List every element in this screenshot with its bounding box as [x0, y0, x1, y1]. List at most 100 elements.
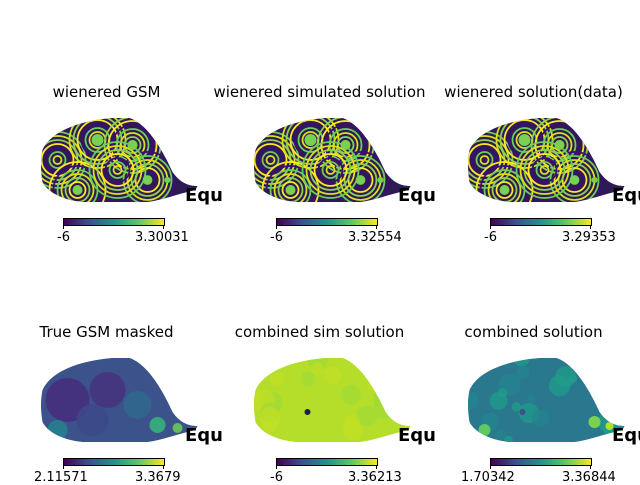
- map-contour: [92, 145, 143, 195]
- colorbar-max-label: 3.36844: [562, 470, 616, 485]
- colorbar-tick: [63, 225, 64, 229]
- map-region: [526, 395, 536, 404]
- map-panel: combined solution Equ 1.70342 3.36844: [427, 0, 640, 485]
- colorbar-min-label: -6: [270, 230, 283, 245]
- map-contour: [320, 120, 371, 170]
- map-region: [595, 366, 618, 389]
- map-contour: [265, 165, 316, 202]
- sky-map: [468, 118, 625, 202]
- map-contour: [475, 151, 494, 169]
- colorbar: [276, 218, 378, 226]
- map-contour: [535, 161, 554, 179]
- map-contour: [52, 155, 63, 165]
- panel-title: combined sim solution: [234, 323, 405, 341]
- map-contour: [495, 181, 514, 199]
- map-contour: [325, 165, 336, 175]
- colorbar-max-label: 3.30031: [135, 230, 189, 245]
- map-contour: [305, 145, 356, 195]
- map-panel: wienered GSM Equ -6 3.30031: [0, 0, 223, 245]
- colorbar: [63, 458, 165, 466]
- colorbar-tick: [163, 225, 164, 229]
- map-contour: [108, 161, 127, 179]
- sky-map: [254, 358, 411, 442]
- map-blob: [591, 177, 598, 183]
- map-contour: [479, 155, 490, 165]
- map-blob: [91, 134, 104, 146]
- map-region: [269, 371, 285, 386]
- map-contour: [257, 147, 284, 173]
- map-contour: [301, 141, 360, 199]
- map-contour: [539, 165, 550, 175]
- map-contour: [545, 151, 604, 202]
- map-contour: [44, 147, 71, 173]
- map-blob: [285, 185, 296, 195]
- map-region: [474, 358, 495, 362]
- map-contour: [265, 155, 276, 165]
- map-region: [588, 416, 601, 428]
- colorbar-max-label: 3.32554: [348, 230, 402, 245]
- sky-map: [254, 118, 411, 202]
- map-contour: [261, 151, 280, 169]
- map-region: [45, 378, 90, 422]
- colorbar-max-label: 3.29353: [562, 230, 616, 245]
- map-contour: [273, 173, 308, 202]
- map-region: [497, 388, 508, 398]
- map-contour: [331, 151, 390, 202]
- map-region: [555, 366, 576, 387]
- map-blob: [499, 185, 510, 195]
- map-contour: [118, 151, 177, 202]
- map-region: [89, 372, 126, 408]
- map-blob: [340, 140, 351, 150]
- sky-map: [41, 358, 198, 442]
- map-contour: [487, 173, 522, 202]
- map-contour: [550, 136, 569, 154]
- colorbar-tick: [63, 465, 64, 469]
- map-region: [519, 409, 526, 415]
- map-panel: combined sim solution Equ -6 3.36213: [213, 0, 436, 485]
- colorbar-min-label: 1.70342: [461, 470, 515, 485]
- map-contour: [112, 165, 123, 175]
- map-region: [478, 424, 491, 436]
- panel-title: wienered GSM: [52, 83, 161, 101]
- colorbar-tick: [590, 465, 591, 469]
- map-blob: [570, 176, 579, 184]
- colorbar-tick: [276, 465, 277, 469]
- map-contour: [60, 173, 95, 202]
- map-panel: wienered solution(data) Equ -6 3.29353: [427, 0, 640, 245]
- map-region: [565, 346, 575, 356]
- map-contour: [309, 149, 352, 191]
- map-region: [356, 405, 378, 427]
- map-contour: [321, 161, 340, 179]
- map-contour: [515, 141, 574, 199]
- map-contour: [317, 157, 344, 183]
- map-contour: [277, 177, 304, 202]
- map-blob: [72, 185, 83, 195]
- colorbar-tick: [276, 225, 277, 229]
- map-region: [513, 358, 530, 367]
- map-region: [531, 409, 549, 427]
- panel-title: wienered simulated solution: [213, 83, 426, 101]
- colorbar-min-label: -6: [270, 470, 283, 485]
- map-region: [344, 414, 360, 431]
- panel-title: True GSM masked: [39, 323, 174, 341]
- map-contour: [523, 149, 566, 191]
- map-region: [504, 435, 513, 442]
- map-contour: [534, 120, 585, 170]
- map-contour: [52, 165, 103, 202]
- map-contour: [313, 153, 348, 187]
- map-region: [369, 363, 392, 385]
- map-blob: [554, 140, 565, 150]
- map-blob: [304, 134, 317, 146]
- colorbar-min-label: -6: [484, 230, 497, 245]
- map-region: [516, 366, 530, 379]
- colorbar-tick: [376, 465, 377, 469]
- map-contour: [527, 153, 562, 187]
- coord-label: Equ: [185, 425, 223, 446]
- map-region: [468, 429, 475, 442]
- coord-label: Equ: [398, 185, 436, 206]
- map-contour: [123, 136, 142, 154]
- map-region: [149, 417, 166, 433]
- map-region: [367, 378, 380, 391]
- map-blob: [127, 140, 138, 150]
- map-blob: [164, 177, 171, 183]
